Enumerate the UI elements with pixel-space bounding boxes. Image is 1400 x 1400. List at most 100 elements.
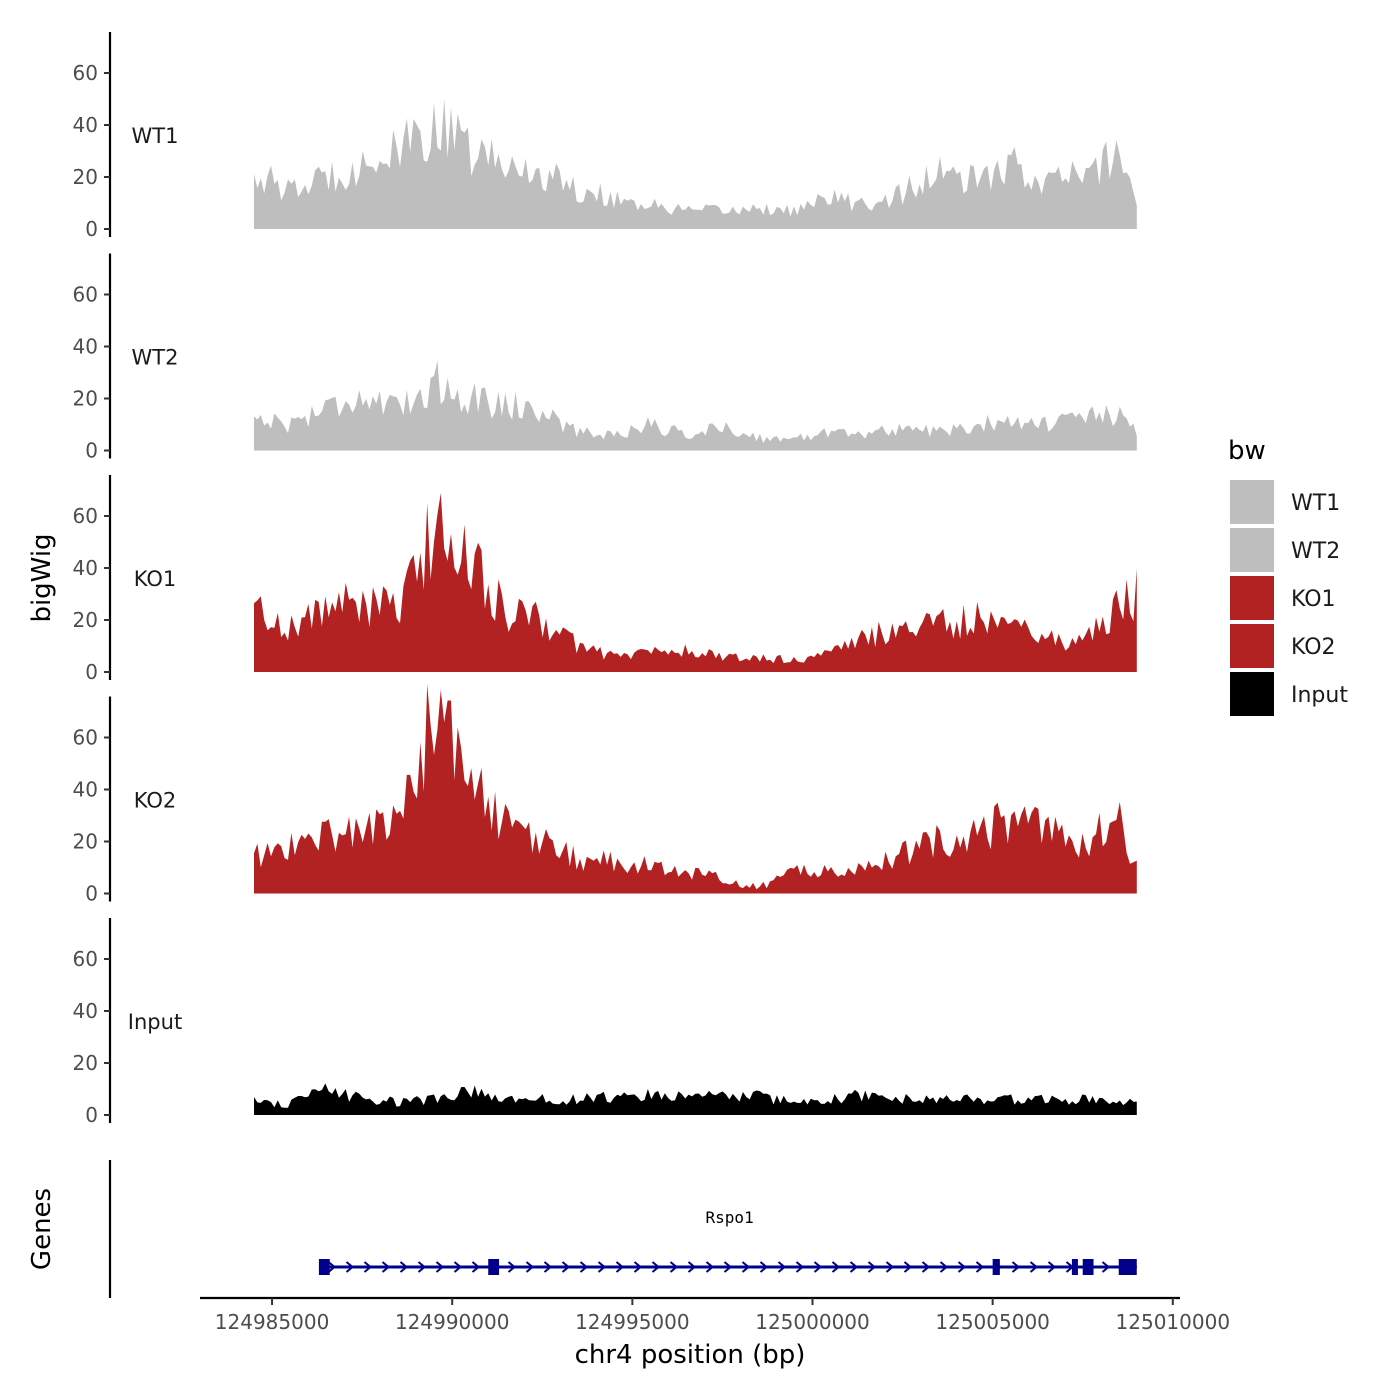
strand-chevron [669, 1261, 679, 1273]
strand-chevron [705, 1261, 715, 1273]
gene-panel: Rspo1 [108, 1160, 1137, 1298]
y-tick-label: 60 [73, 726, 98, 750]
strand-chevron [345, 1261, 355, 1273]
legend-label-ko1: KO1 [1291, 587, 1336, 612]
y-tick-label: 40 [73, 113, 98, 137]
legend-swatch-wt1 [1230, 480, 1274, 524]
strand-chevron [687, 1261, 697, 1273]
track-label: WT2 [132, 346, 179, 370]
exon [318, 1259, 330, 1275]
strand-chevron [651, 1261, 661, 1273]
y-tick-label: 60 [73, 947, 98, 971]
legend-label-wt2: WT2 [1291, 539, 1340, 564]
strand-chevron [867, 1261, 877, 1273]
strand-chevron [525, 1261, 535, 1273]
y-tick-label: 0 [85, 1103, 98, 1127]
exon [1082, 1259, 1094, 1275]
strand-chevron [381, 1261, 391, 1273]
track-ko2: 0 20 40 60 KO2 [73, 684, 1137, 906]
x-tick-label: 124985000 [215, 1310, 330, 1334]
strand-chevron [471, 1261, 481, 1273]
legend: bw WT1 WT2 KO1 KO2 Input [1228, 436, 1348, 716]
strand-chevron [363, 1261, 373, 1273]
strand-chevron [813, 1261, 823, 1273]
exon [992, 1259, 1000, 1275]
y-tick-label: 20 [73, 1051, 98, 1075]
coverage-area-ko2 [254, 684, 1137, 894]
y-tick-label: 40 [73, 556, 98, 580]
legend-swatch-ko2 [1230, 624, 1274, 668]
legend-swatch-input [1230, 672, 1274, 716]
strand-chevron [831, 1261, 841, 1273]
strand-chevron [777, 1261, 787, 1273]
track-label: KO1 [134, 567, 177, 591]
track-label: WT1 [132, 124, 179, 148]
strand-chevron [903, 1261, 913, 1273]
track-ko1: 0 20 40 60 KO1 [73, 475, 1137, 684]
y-tick-label: 20 [73, 165, 98, 189]
strand-chevron [723, 1261, 733, 1273]
exon [1118, 1259, 1137, 1275]
strand-chevron [1101, 1261, 1111, 1273]
strand-chevron [741, 1261, 751, 1273]
y-tick-label: 60 [73, 504, 98, 528]
strand-chevron [1029, 1261, 1039, 1273]
legend-swatch-ko1 [1230, 576, 1274, 620]
y-tick-label: 60 [73, 283, 98, 307]
strand-chevron [1047, 1261, 1057, 1273]
x-axis: 124985000 124990000 124995000 125000000 1250… [200, 1296, 1231, 1334]
strand-chevron [759, 1261, 769, 1273]
strand-chevron [327, 1261, 337, 1273]
x-tick-label: 125000000 [755, 1310, 870, 1334]
track-wt2: 0 20 40 60 WT2 [73, 253, 1137, 463]
x-tick-label: 125010000 [1116, 1310, 1231, 1334]
strand-chevron [633, 1261, 643, 1273]
gene-panel-title: Genes [27, 1188, 57, 1270]
strand-chevron [921, 1261, 931, 1273]
y-tick-label: 20 [73, 387, 98, 411]
strand-chevron [795, 1261, 805, 1273]
strand-chevron [453, 1261, 463, 1273]
legend-swatch-wt2 [1230, 528, 1274, 572]
legend-label-input: Input [1291, 683, 1348, 708]
y-tick-label: 20 [73, 830, 98, 854]
strand-chevron [597, 1261, 607, 1273]
track-input: 0 20 40 60 Input [73, 918, 1137, 1127]
x-tick-label: 124990000 [395, 1310, 510, 1334]
y-tick-label: 0 [85, 882, 98, 906]
strand-chevron [885, 1261, 895, 1273]
track-label: KO2 [134, 789, 177, 813]
track-wt1: 0 20 40 60 WT1 [73, 32, 1137, 241]
gene-name: Rspo1 [706, 1208, 754, 1227]
strand-chevron [561, 1261, 571, 1273]
strand-chevron [579, 1261, 589, 1273]
strand-chevron [399, 1261, 409, 1273]
coverage-area-wt1 [254, 99, 1137, 229]
strand-chevron [615, 1261, 625, 1273]
track-label: Input [128, 1010, 182, 1034]
strand-chevron [957, 1261, 967, 1273]
y-tick-label: 0 [85, 439, 98, 463]
legend-title: bw [1228, 436, 1266, 466]
strand-chevron [939, 1261, 949, 1273]
y-tick-label: 0 [85, 660, 98, 684]
y-tick-label: 60 [73, 61, 98, 85]
y-tick-label: 40 [73, 778, 98, 802]
coverage-tracks: 0 20 40 60 WT1 0 20 40 60 WT2 0 20 40 60 KO1 0 20 40 60 KO2… [73, 32, 1137, 1127]
coverage-area-input [254, 1083, 1137, 1115]
strand-chevron [507, 1261, 517, 1273]
x-tick-label: 124995000 [575, 1310, 690, 1334]
y-axis-title: bigWig [27, 533, 57, 622]
coverage-area-ko1 [254, 493, 1137, 672]
strand-chevron [417, 1261, 427, 1273]
x-axis-title: chr4 position (bp) [575, 1340, 806, 1370]
y-tick-label: 20 [73, 608, 98, 632]
x-tick-label: 125005000 [935, 1310, 1050, 1334]
coverage-area-wt2 [254, 360, 1137, 451]
strand-chevron [849, 1261, 859, 1273]
strand-chevron [975, 1261, 985, 1273]
strand-chevron [1011, 1261, 1021, 1273]
strand-chevron [543, 1261, 553, 1273]
legend-label-ko2: KO2 [1291, 635, 1336, 660]
